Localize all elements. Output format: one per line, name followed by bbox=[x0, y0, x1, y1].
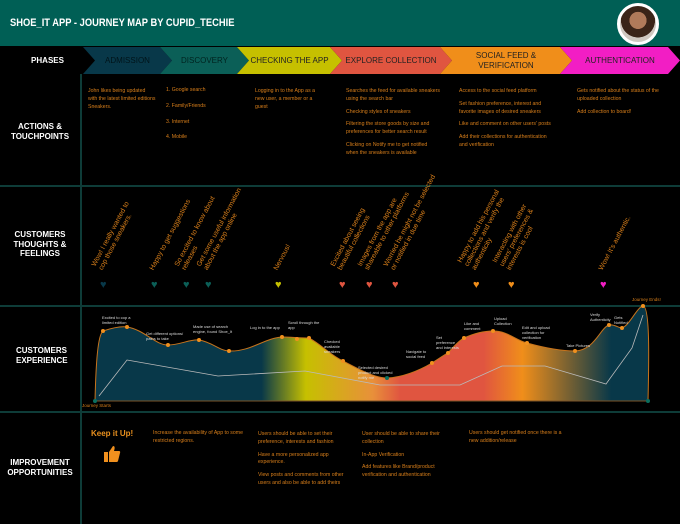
heart-icon: ♥ bbox=[205, 279, 212, 291]
experience-label: Log in to the app bbox=[250, 325, 280, 330]
divider bbox=[80, 74, 82, 524]
experience-label: Edit and upload collection for verificat… bbox=[522, 325, 550, 340]
experience-point bbox=[341, 359, 345, 363]
experience-point bbox=[125, 325, 129, 329]
experience-point bbox=[430, 361, 434, 365]
phase-explore-collection[interactable]: EXPLORE COLLECTION bbox=[330, 47, 452, 74]
row-label-experience: CUSTOMERS EXPERIENCE bbox=[16, 346, 68, 365]
phase-admission[interactable]: ADMISSION bbox=[83, 47, 172, 74]
experience-label: Selected desired product and clicked not… bbox=[358, 365, 393, 380]
actions-authentication: Gets notified about the status of the up… bbox=[577, 88, 659, 115]
actions-explore: Searches the feed for available sneakers… bbox=[346, 88, 441, 156]
heart-icon: ♥ bbox=[366, 279, 373, 291]
experience-point bbox=[446, 351, 450, 355]
phase-social-feed[interactable]: SOCIAL FEED & VERIFICATION bbox=[440, 47, 572, 74]
actions-discovery: 1. Google search 2. Family/Friends 3. Inte… bbox=[166, 87, 206, 141]
experience-point bbox=[166, 343, 170, 347]
experience-label: Verify Authenticity bbox=[590, 312, 611, 322]
divider bbox=[0, 411, 680, 413]
heart-icon: ♥ bbox=[473, 279, 480, 291]
experience-point bbox=[620, 326, 624, 330]
experience-point bbox=[227, 349, 231, 353]
journey-end-label: Journey Ends! bbox=[632, 297, 661, 302]
heart-icon: ♥ bbox=[339, 279, 346, 291]
row-label-improvement: IMPROVEMENT OPPORTUNITIES bbox=[7, 458, 73, 477]
experience-point bbox=[491, 329, 495, 333]
experience-label: Take Pictures bbox=[566, 343, 591, 348]
experience-point bbox=[641, 304, 645, 308]
actions-social: Access to the social feed platform Set fa… bbox=[459, 88, 551, 148]
avatar bbox=[617, 3, 659, 45]
keep-it-up-badge: Keep it Up! bbox=[91, 429, 134, 438]
phase-discovery[interactable]: DISCOVERY bbox=[160, 47, 249, 74]
experience-point bbox=[197, 338, 201, 342]
heart-icon: ♥ bbox=[508, 279, 515, 291]
heart-icon: ♥ bbox=[100, 279, 107, 291]
thumbs-up-icon bbox=[103, 445, 121, 463]
experience-point bbox=[307, 336, 311, 340]
divider bbox=[0, 185, 680, 187]
experience-label: Made use of search engine, found Shoe_It bbox=[193, 324, 233, 334]
heart-icon: ♥ bbox=[392, 279, 399, 291]
experience-point bbox=[525, 341, 529, 345]
phases-label: PHASES bbox=[0, 47, 95, 74]
experience-point bbox=[607, 323, 611, 327]
page-title: SHOE_IT APP - JOURNEY MAP BY CUPID_TECHI… bbox=[10, 17, 235, 29]
experience-label: Excited to cop a limited edition bbox=[102, 315, 131, 325]
improvement-col1: Increase the availability of App to some… bbox=[153, 430, 243, 444]
header bbox=[0, 0, 680, 46]
experience-point bbox=[646, 399, 650, 403]
heart-icon: ♥ bbox=[600, 279, 607, 291]
row-label-thoughts: CUSTOMERS THOUGHTS & FEELINGS bbox=[13, 230, 67, 259]
experience-label: Gets Notified bbox=[614, 315, 628, 325]
journey-start-label: Journey Starts bbox=[82, 403, 112, 408]
improvement-col2: Users should be able to set their prefer… bbox=[258, 431, 344, 486]
row-label-actions: ACTIONS & TOUCHPOINTS bbox=[10, 122, 70, 141]
heart-icon: ♥ bbox=[183, 279, 190, 291]
experience-point bbox=[295, 337, 299, 341]
experience-area bbox=[94, 305, 650, 402]
actions-checking: Logging in to the App as a new user, a m… bbox=[255, 88, 315, 110]
experience-point bbox=[462, 336, 466, 340]
experience-label: Like and comment bbox=[464, 321, 481, 331]
experience-label: Checked available sneakers bbox=[324, 339, 341, 354]
experience-label: Upload Collection bbox=[494, 316, 512, 326]
phase-authentication[interactable]: AUTHENTICATION bbox=[560, 47, 680, 74]
experience-label: Set preference and interests bbox=[436, 335, 459, 350]
experience-points bbox=[93, 304, 650, 403]
experience-label: Get different options/ paths to take bbox=[146, 331, 184, 341]
experience-baseline bbox=[98, 314, 644, 397]
experience-point bbox=[573, 349, 577, 353]
experience-point bbox=[280, 335, 284, 339]
divider bbox=[0, 305, 680, 307]
improvement-col4: Users should get notified once there is … bbox=[469, 430, 562, 444]
experience-label: Scroll through the app bbox=[288, 320, 320, 330]
heart-icon: ♥ bbox=[275, 279, 282, 291]
experience-point bbox=[385, 376, 389, 380]
phase-checking-the-app[interactable]: CHECKING THE APP bbox=[237, 47, 342, 74]
experience-label: Navigate to social feed bbox=[406, 349, 427, 359]
actions-admission: John likes being updated with the latest… bbox=[88, 88, 156, 110]
heart-icon: ♥ bbox=[151, 279, 158, 291]
experience-point bbox=[101, 329, 105, 333]
improvement-col3: User should be able to share their colle… bbox=[362, 431, 440, 479]
experience-point bbox=[93, 399, 97, 403]
